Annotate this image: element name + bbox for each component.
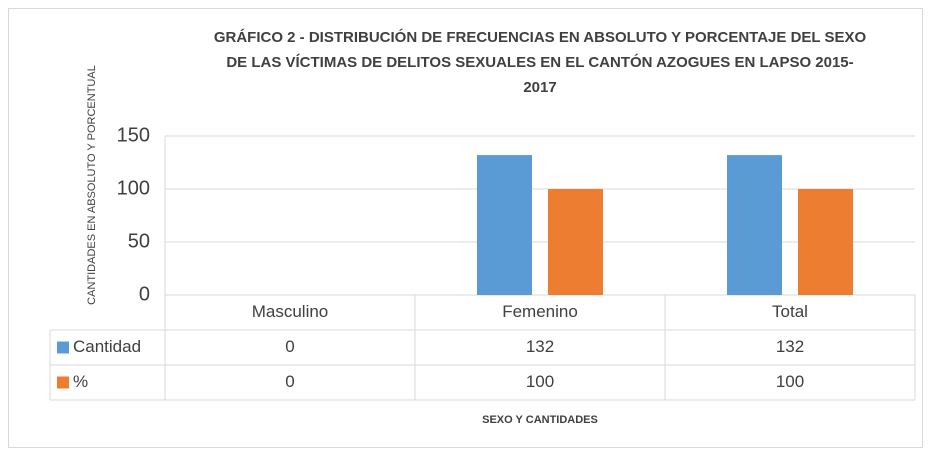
table-value: 132	[526, 337, 554, 356]
table-value: 100	[526, 372, 554, 391]
x-tick-label: Total	[772, 302, 808, 321]
table-value: 0	[285, 372, 294, 391]
chart-title: DE LAS VÍCTIMAS DE DELITOS SEXUALES EN E…	[226, 53, 853, 71]
bar	[548, 189, 603, 295]
bar	[727, 155, 782, 295]
bar	[798, 189, 853, 295]
legend-label: Cantidad	[73, 337, 141, 356]
bar	[477, 155, 532, 295]
x-tick-label: Masculino	[252, 302, 329, 321]
chart-title: 2017	[523, 79, 556, 96]
y-tick-label: 50	[128, 230, 150, 252]
table-value: 0	[285, 337, 294, 356]
table-value: 100	[776, 372, 804, 391]
x-tick-label: Femenino	[502, 302, 578, 321]
y-tick-label: 100	[117, 177, 150, 199]
legend-swatch	[57, 376, 69, 389]
y-tick-label: 0	[139, 283, 150, 305]
y-axis-label: CANTIDADES EN ABSOLUTO Y PORCENTUAL	[86, 65, 98, 305]
chart-title: GRÁFICO 2 - DISTRIBUCIÓN DE FRECUENCIAS …	[214, 28, 867, 46]
x-axis-label: SEXO Y CANTIDADES	[482, 414, 598, 426]
legend-swatch	[57, 341, 69, 354]
legend-label: %	[73, 372, 88, 391]
y-tick-label: 150	[117, 124, 150, 146]
table-value: 132	[776, 337, 804, 356]
